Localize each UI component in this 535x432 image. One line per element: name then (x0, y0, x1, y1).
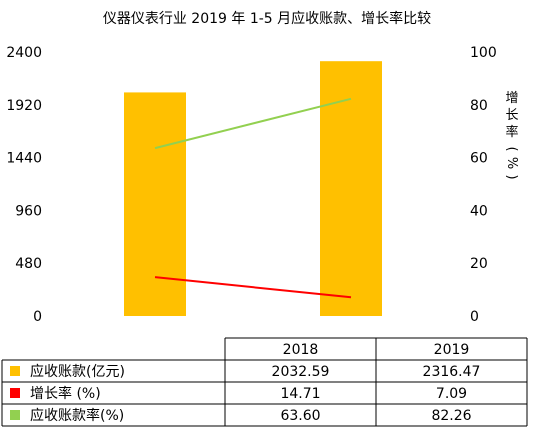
legend-swatch-0 (10, 366, 20, 376)
series-line-1 (154, 97, 352, 150)
bar-2018 (124, 92, 186, 316)
y-right-tick-label: 100 (470, 45, 497, 61)
table-cell: 14.71 (280, 386, 320, 402)
chart-title: 仪器仪表行业 2019 年 1-5 月应收账款、增长率比较 (103, 10, 431, 27)
table-cell: 2032.59 (272, 364, 330, 380)
y-left-tick-label: 1440 (6, 151, 42, 167)
y-right-axis-title-char: 长 (505, 108, 518, 123)
y-right-axis-title-char: 率 (505, 124, 518, 140)
legend-label-1: 增长率 (%) (30, 385, 101, 402)
legend-label-2: 应收账款率(%) (30, 407, 124, 424)
y-right-axis-title-char: 增 (505, 91, 518, 106)
y-right-axis-title-char: ) (504, 174, 519, 179)
y-right-tick-label: 20 (470, 256, 488, 272)
y-right-tick-label: 80 (470, 98, 488, 114)
y-right-tick-label: 40 (470, 203, 488, 219)
y-left-tick-label: 480 (15, 256, 42, 272)
legend-swatch-1 (10, 388, 20, 398)
table-header-2018: 2018 (283, 342, 319, 358)
y-right-tick-label: 60 (470, 151, 488, 167)
y-left-tick-label: 0 (33, 309, 42, 325)
table-cell: 2316.47 (423, 364, 481, 380)
y-right-axis-title-char: % (504, 157, 519, 169)
legend-label-0: 应收账款(亿元) (30, 363, 125, 380)
y-right-axis-title-char: ( (504, 146, 519, 151)
legend-swatch-2 (10, 410, 20, 420)
table-cell: 63.60 (280, 408, 320, 424)
table-header-2019: 2019 (434, 342, 470, 358)
y-left-tick-label: 1920 (6, 98, 42, 114)
table-cell: 82.26 (431, 408, 471, 424)
y-left-tick-label: 2400 (6, 45, 42, 61)
y-left-tick-label: 960 (15, 203, 42, 219)
series-line-0 (154, 276, 352, 299)
y-right-tick-label: 0 (470, 309, 479, 325)
table-cell: 7.09 (436, 386, 467, 402)
